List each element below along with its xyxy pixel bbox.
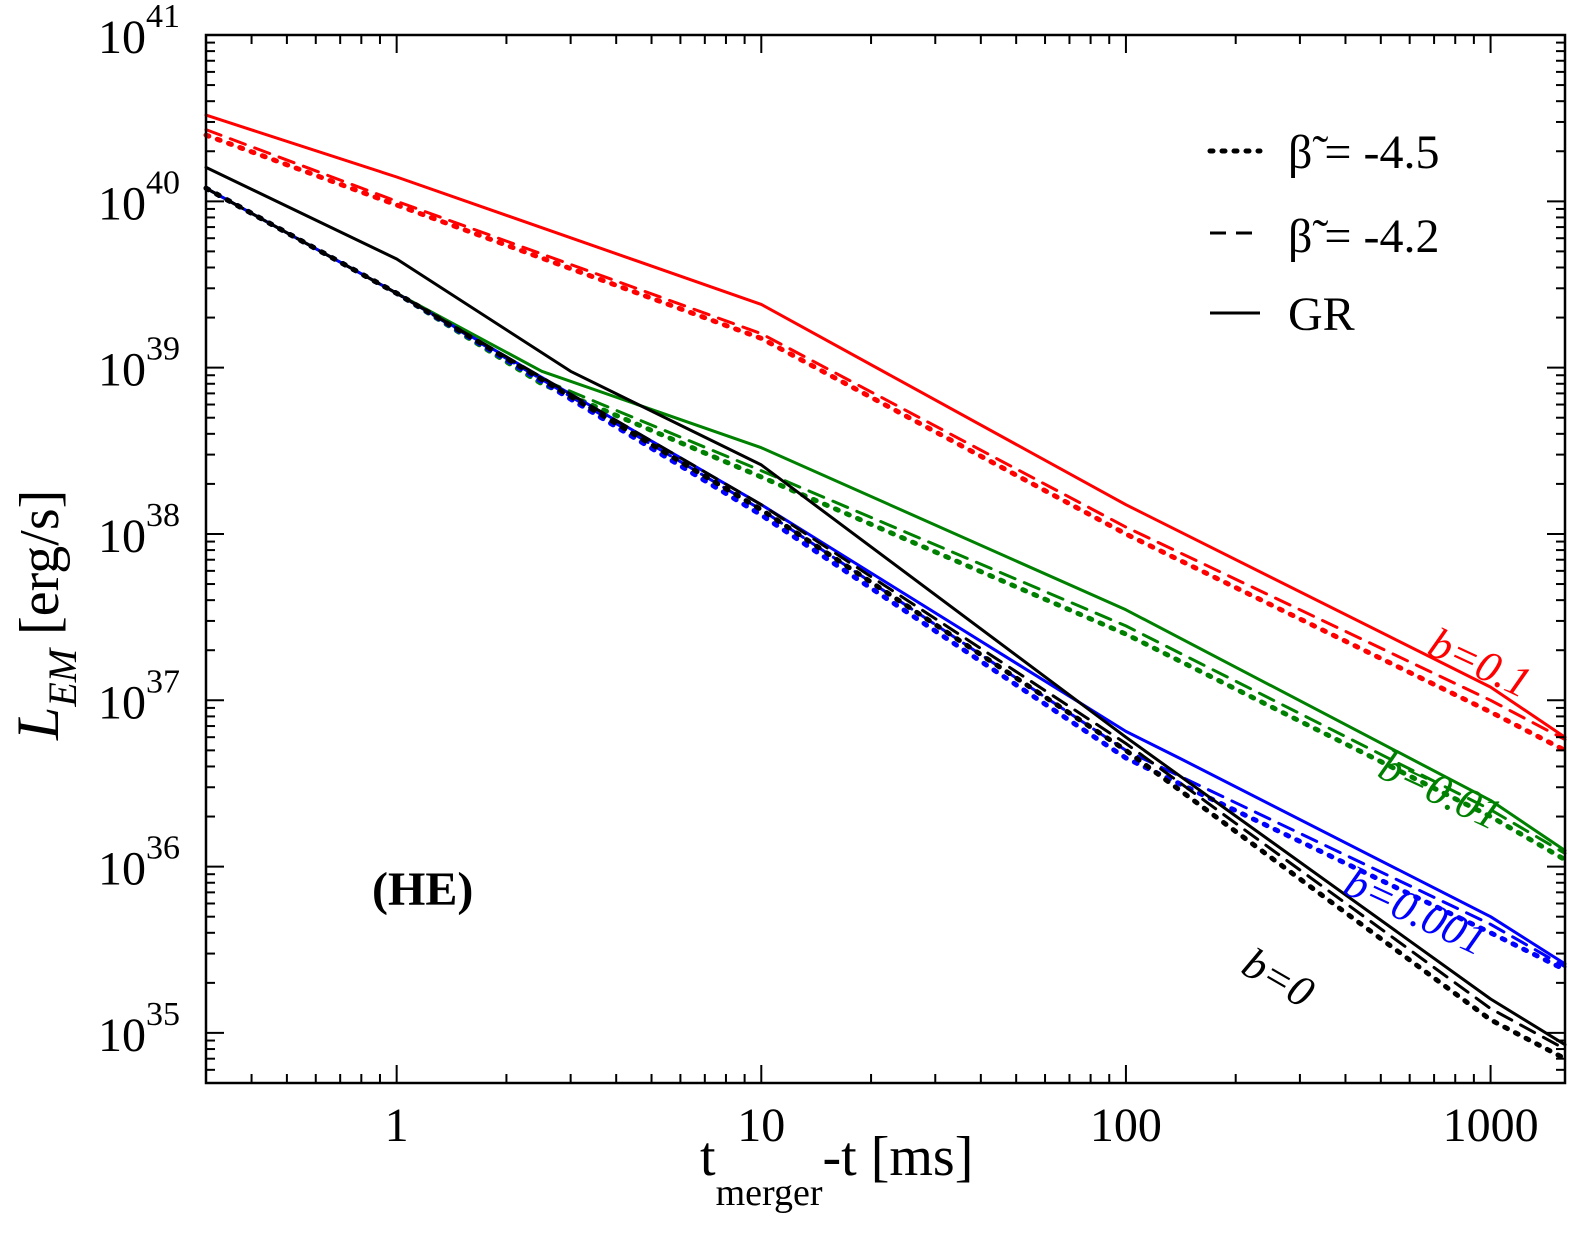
plot-frame: [204, 33, 1567, 1085]
y-tick-label-base: 10: [98, 510, 146, 563]
y-axis-title-main: L: [5, 707, 71, 741]
x-tick-label: 10: [737, 1099, 785, 1152]
y-tick-label-base: 10: [98, 843, 146, 896]
y-tick-label-exponent: 35: [146, 996, 180, 1033]
x-tick-label: 100: [1090, 1099, 1162, 1152]
legend: β̃ = -4.5 β̃ = -4.2 GR: [1207, 126, 1439, 341]
y-tick-label-base: 10: [98, 11, 146, 64]
y-tick-label-base: 10: [98, 1009, 146, 1062]
x-tick-label: 1: [385, 1099, 409, 1152]
y-tick-label-exponent: 41: [146, 0, 180, 35]
legend-dashed-label: β̃ = -4.2: [1288, 210, 1439, 263]
y-tick-label-base: 10: [98, 344, 146, 397]
curves-group: [203, 113, 1568, 1062]
y-tick-label-base: 10: [98, 177, 146, 230]
series-b-0-1-dashed: [204, 128, 1567, 742]
y-tick-label: 1035: [98, 996, 180, 1062]
y-tick-label-exponent: 36: [146, 830, 180, 867]
ticks-group: [205, 34, 1565, 1084]
x-tick-label: 1000: [1443, 1099, 1539, 1152]
y-tick-label: 1036: [98, 830, 180, 896]
y-tick-label-base: 10: [98, 676, 146, 729]
series-b-0-1-solid: [204, 113, 1567, 739]
y-tick-label: 1037: [98, 663, 180, 729]
y-axis-title-sub: EM: [40, 646, 85, 707]
y-tick-label-exponent: 39: [146, 331, 180, 368]
legend-dashed-text: = -4.2: [1312, 210, 1439, 263]
series-b-0-dotted: [203, 185, 1568, 1062]
y-tick-label: 1038: [98, 497, 180, 563]
y-axis-title: LEM [erg/s]: [5, 490, 85, 741]
y-tick-label-exponent: 38: [146, 497, 180, 534]
x-axis-title-sub: merger: [716, 1172, 823, 1214]
y-tick-label: 1041: [98, 0, 180, 64]
legend-dotted-label: β̃ = -4.5: [1288, 126, 1439, 179]
annotation-he: (HE): [372, 863, 473, 916]
y-tick-label-exponent: 40: [146, 164, 180, 201]
y-tick-label: 1040: [98, 164, 180, 230]
legend-solid-label: GR: [1288, 288, 1355, 341]
y-tick-label-exponent: 37: [146, 663, 180, 700]
series-b-0-1-dotted: [203, 132, 1568, 753]
x-axis-title: tmerger-t [ms]: [700, 1126, 973, 1214]
series-b-0-solid: [204, 165, 1567, 1047]
x-axis-title-main: t: [700, 1126, 716, 1188]
x-axis-title-rest: -t [ms]: [822, 1126, 973, 1188]
y-tick-label: 1039: [98, 331, 180, 397]
y-axis-title-rest: [erg/s]: [9, 490, 71, 649]
legend-dotted-text: = -4.5: [1312, 126, 1439, 179]
